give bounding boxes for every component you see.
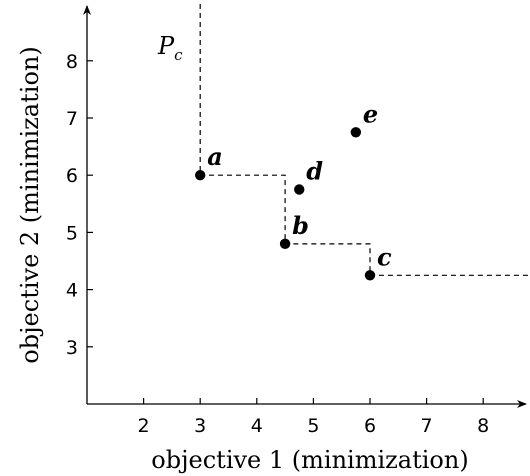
x-tick-label-6: 6 (364, 415, 376, 437)
pareto-front-layer (199, 4, 530, 276)
y-axis-label: objective 2 (minimization) (16, 46, 44, 363)
x-axis-label: objective 1 (minimization) (151, 446, 468, 474)
point-label-b: b (292, 211, 309, 240)
x-tick-label-7: 7 (421, 415, 433, 437)
pareto-front-line (199, 4, 530, 276)
points-layer: a b c d e (195, 99, 392, 281)
y-tick-label-8: 8 (66, 51, 78, 73)
ticks-layer: 2 3 4 5 6 7 8 3 4 5 6 7 8 (66, 51, 489, 437)
y-tick-label-3: 3 (66, 337, 78, 359)
x-tick-label-8: 8 (477, 415, 489, 437)
x-tick-label-4: 4 (251, 415, 263, 437)
y-tick-label-7: 7 (66, 108, 78, 130)
point-b (279, 238, 291, 250)
point-c (364, 270, 376, 281)
front-label: Pc (157, 32, 183, 64)
y-tick-label-4: 4 (66, 280, 78, 302)
point-label-c: c (377, 242, 392, 271)
point-label-e: e (363, 99, 378, 128)
point-d (294, 184, 305, 195)
axes-layer (83, 5, 527, 408)
point-label-d: d (306, 157, 323, 186)
x-tick-label-2: 2 (138, 415, 150, 437)
point-label-a: a (207, 142, 223, 171)
point-a (195, 170, 206, 181)
point-e (350, 127, 362, 138)
y-tick-label-6: 6 (66, 165, 78, 187)
x-tick-label-3: 3 (194, 415, 206, 437)
y-tick-label-5: 5 (66, 222, 78, 244)
x-tick-label-5: 5 (307, 415, 319, 437)
